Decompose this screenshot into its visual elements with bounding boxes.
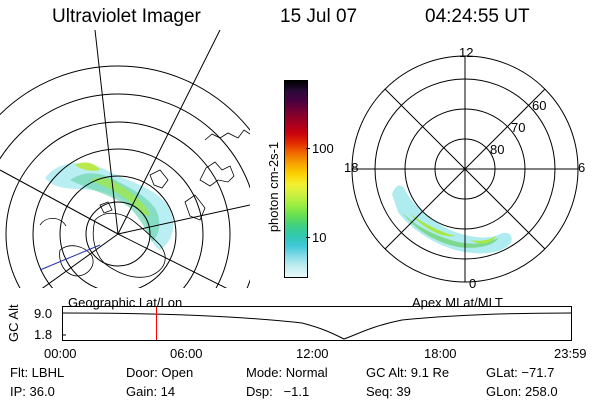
- seq-info: Seq: 39: [366, 384, 411, 399]
- terminator-line: [39, 244, 101, 271]
- mlt-polar-plot: [351, 55, 579, 283]
- ip-info: IP: 36.0: [10, 384, 55, 399]
- observation-time: 04:24:55 UT: [425, 6, 530, 27]
- colorbar-tick-mark: [306, 237, 310, 238]
- timeline-y-tick-top: 9.0: [34, 306, 53, 321]
- mlt-label-midnight: 0: [469, 276, 477, 291]
- timeline-x-tick-1: 06:00: [170, 346, 203, 361]
- glat-info: GLat: −71.7: [486, 365, 555, 380]
- longitude-grid: [0, 30, 250, 288]
- timeline-frame: [62, 306, 572, 341]
- mlat-label-80: 80: [490, 142, 505, 157]
- mlt-label-dawn: 6: [578, 160, 586, 175]
- mlt-label-noon: 12: [459, 45, 474, 60]
- mlt-grid: [351, 55, 579, 283]
- door-info: Door: Open: [126, 365, 194, 380]
- aurora-emission-left: [45, 162, 174, 250]
- filter-info: Flt: LBHL: [10, 365, 65, 380]
- aurora-emission-right: [392, 185, 512, 254]
- gain-info: Gain: 14: [126, 384, 176, 399]
- coastlines: [39, 129, 250, 278]
- timeline-x-tick-2: 12:00: [296, 346, 329, 361]
- timeline-x-tick-4: 23:59: [554, 346, 587, 361]
- timeline-x-tick-3: 18:00: [424, 346, 457, 361]
- colorbar-unit-label: photon cm-2s-1: [266, 141, 281, 233]
- mlt-label-dusk: 18: [344, 160, 359, 175]
- observation-date: 15 Jul 07: [280, 6, 358, 27]
- mlat-label-60: 60: [532, 98, 547, 113]
- geographic-map: [0, 30, 250, 288]
- altitude-curve: [62, 312, 573, 340]
- colorbar-tick-100: 100: [312, 141, 334, 156]
- app-title: Ultraviolet Imager: [52, 6, 201, 27]
- mode-info: Mode: Normal: [246, 365, 328, 380]
- dsp-info: Dsp: −1.1: [246, 384, 310, 399]
- colorbar-tick-10: 10: [312, 230, 327, 245]
- glon-info: GLon: 258.0: [486, 384, 558, 399]
- mlat-label-70: 70: [511, 120, 526, 135]
- colorbar: [284, 80, 308, 278]
- latitude-grid: [0, 65, 250, 288]
- colorbar-gradient: [285, 81, 307, 277]
- gc-alt-info: GC Alt: 9.1 Re: [366, 365, 450, 380]
- timeline-x-tick-0: 00:00: [44, 346, 77, 361]
- timeline-y-label: GC Alt: [6, 304, 21, 342]
- colorbar-tick-mark: [306, 148, 310, 149]
- timeline-plot: [62, 306, 573, 341]
- timeline-y-tick-bottom: 1.8: [34, 327, 53, 342]
